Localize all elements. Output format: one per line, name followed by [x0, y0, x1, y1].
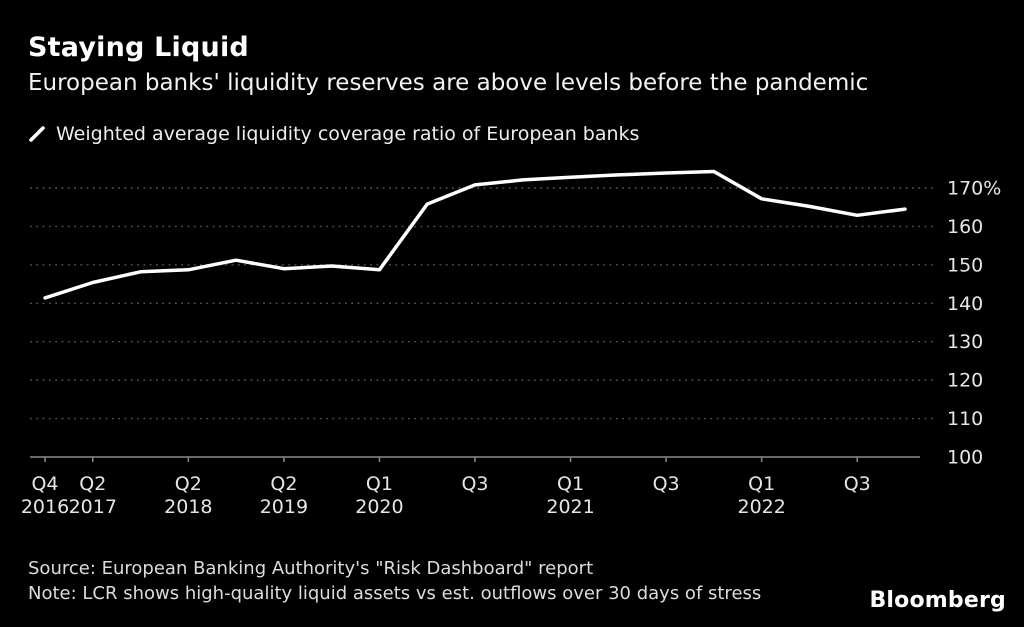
x-tick-quarter: Q2	[270, 473, 297, 495]
x-tick-quarter: Q1	[748, 473, 775, 495]
legend-label: Weighted average liquidity coverage rati…	[56, 123, 640, 145]
y-axis-label: 170%	[947, 177, 1001, 199]
legend: Weighted average liquidity coverage rati…	[28, 123, 639, 145]
chart-subtitle: European banks' liquidity reserves are a…	[28, 70, 869, 96]
x-tick-quarter: Q3	[461, 473, 488, 495]
x-tick-year: 2019	[260, 496, 308, 518]
legend-line-icon	[29, 125, 45, 142]
x-tick-quarter: Q2	[79, 473, 106, 495]
x-tick-year: 2020	[355, 496, 403, 518]
x-tick-quarter: Q3	[653, 473, 680, 495]
x-tick-year: 2018	[164, 496, 212, 518]
y-axis-label: 140	[947, 293, 983, 315]
y-axis-label: 150	[947, 254, 983, 276]
y-axis-label: 110	[947, 408, 983, 430]
x-tick-year: 2016	[21, 496, 69, 518]
x-tick-year: 2022	[737, 496, 785, 518]
x-tick-year: 2021	[546, 496, 594, 518]
x-tick-year: 2017	[69, 496, 117, 518]
source-text: Source: European Banking Authority's "Ri…	[28, 558, 594, 579]
note-text: Note: LCR shows high-quality liquid asse…	[28, 583, 762, 604]
x-tick-quarter: Q4	[31, 473, 58, 495]
bloomberg-logo: Bloomberg	[869, 588, 1006, 613]
x-tick-quarter: Q3	[844, 473, 871, 495]
x-tick-quarter: Q1	[366, 473, 393, 495]
series-line	[43, 169, 907, 300]
x-tick-quarter: Q2	[175, 473, 202, 495]
y-axis-label: 130	[947, 331, 983, 353]
x-tick-quarter: Q1	[557, 473, 584, 495]
y-axis-label: 160	[947, 216, 983, 238]
y-axis-label: 120	[947, 370, 983, 392]
y-axis-label: 100	[947, 447, 983, 469]
line-chart: 100110120130140150160170%Q42016Q22017Q22…	[21, 169, 1001, 518]
chart-title: Staying Liquid	[28, 32, 249, 63]
